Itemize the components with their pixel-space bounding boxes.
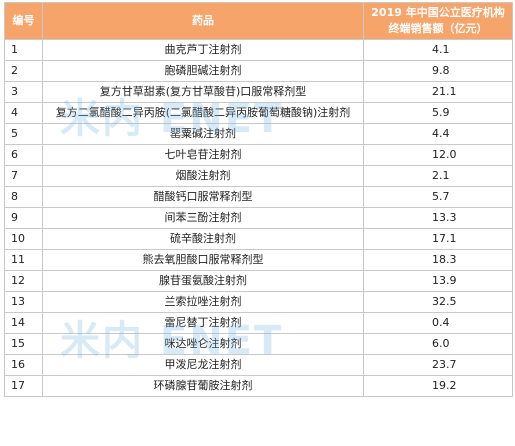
row-sales-value-cell: 12.0 [363, 144, 513, 166]
header-drug: 药品 [42, 2, 364, 40]
row-index-cell: 15 [4, 333, 43, 355]
row-drug-name-cell: 间苯三酚注射剂 [42, 207, 364, 229]
row-sales-value-cell: 17.1 [363, 228, 513, 250]
row-index-cell: 6 [4, 144, 43, 166]
row-sales-value-cell: 4.4 [363, 123, 513, 145]
row-index-cell: 1 [4, 39, 43, 61]
table-row: 6 七叶皂苷注射剂 12.0 [4, 144, 513, 166]
row-sales-value-cell: 9.8 [363, 60, 513, 82]
table-row: 9 间苯三酚注射剂 13.3 [4, 207, 513, 229]
table-row: 12 腺苷蛋氨酸注射剂 13.9 [4, 270, 513, 292]
row-drug-name-cell: 兰索拉唑注射剂 [42, 291, 364, 313]
row-index-cell: 3 [4, 81, 43, 103]
table-row: 8 醋酸钙口服常释剂型 5.7 [4, 186, 513, 208]
row-drug-name-cell: 复方甘草甜素(复方甘草酸苷)口服常释剂型 [42, 81, 364, 103]
row-index-cell: 17 [4, 375, 43, 397]
table-row: 11 熊去氧胆酸口服常释剂型 18.3 [4, 249, 513, 271]
row-sales-value-cell: 21.1 [363, 81, 513, 103]
row-drug-name-cell: 七叶皂苷注射剂 [42, 144, 364, 166]
row-index-cell: 7 [4, 165, 43, 187]
row-drug-name-cell: 熊去氧胆酸口服常释剂型 [42, 249, 364, 271]
row-sales-value-cell: 4.1 [363, 39, 513, 61]
row-index-cell: 16 [4, 354, 43, 376]
table-header-row: 编号 药品 2019 年中国公立医疗机构 终端销售额（亿元） [4, 2, 513, 40]
table-row: 7 烟酸注射剂 2.1 [4, 165, 513, 187]
table-row: 1 曲克芦丁注射剂 4.1 [4, 39, 513, 61]
table-row: 13 兰索拉唑注射剂 32.5 [4, 291, 513, 313]
row-drug-name-cell: 烟酸注射剂 [42, 165, 364, 187]
row-index-cell: 9 [4, 207, 43, 229]
row-drug-name-cell: 甲泼尼龙注射剂 [42, 354, 364, 376]
row-drug-name-cell: 醋酸钙口服常释剂型 [42, 186, 364, 208]
row-sales-value-cell: 0.4 [363, 312, 513, 334]
row-index-cell: 10 [4, 228, 43, 250]
row-sales-value-cell: 13.3 [363, 207, 513, 229]
row-drug-name-cell: 硫辛酸注射剂 [42, 228, 364, 250]
row-index-cell: 12 [4, 270, 43, 292]
row-sales-value-cell: 13.9 [363, 270, 513, 292]
row-drug-name-cell: 复方二氯醋酸二异丙胺(二氯醋酸二异丙胺葡萄糖酸钠)注射剂 [42, 102, 364, 124]
header-sales-line2: 终端销售额（亿元） [388, 22, 488, 35]
row-index-cell: 13 [4, 291, 43, 313]
row-sales-value-cell: 18.3 [363, 249, 513, 271]
header-index: 编号 [4, 2, 43, 40]
header-sales: 2019 年中国公立医疗机构 终端销售额（亿元） [363, 2, 513, 40]
drug-sales-table: 编号 药品 2019 年中国公立医疗机构 终端销售额（亿元） 1 曲克芦丁注射剂 4… [4, 2, 513, 397]
row-index-cell: 2 [4, 60, 43, 82]
sales-table-container: 编号 药品 2019 年中国公立医疗机构 终端销售额（亿元） 1 曲克芦丁注射剂 4… [4, 2, 513, 397]
row-index-cell: 5 [4, 123, 43, 145]
row-drug-name-cell: 咪达唑仑注射剂 [42, 333, 364, 355]
table-row: 14 雷尼替丁注射剂 0.4 [4, 312, 513, 334]
table-row: 17 环磷腺苷葡胺注射剂 19.2 [4, 375, 513, 397]
table-body: 1 曲克芦丁注射剂 4.1 2 胞磷胆碱注射剂 9.8 3 复方甘草甜素(复方甘草酸苷)口服常… [4, 39, 513, 397]
header-sales-line1: 2019 年中国公立医疗机构 [371, 6, 505, 19]
row-index-cell: 4 [4, 102, 43, 124]
row-index-cell: 14 [4, 312, 43, 334]
row-index-cell: 8 [4, 186, 43, 208]
table-row: 5 罂粟碱注射剂 4.4 [4, 123, 513, 145]
table-row: 2 胞磷胆碱注射剂 9.8 [4, 60, 513, 82]
row-sales-value-cell: 32.5 [363, 291, 513, 313]
row-drug-name-cell: 胞磷胆碱注射剂 [42, 60, 364, 82]
row-index-cell: 11 [4, 249, 43, 271]
row-drug-name-cell: 罂粟碱注射剂 [42, 123, 364, 145]
table-row: 4 复方二氯醋酸二异丙胺(二氯醋酸二异丙胺葡萄糖酸钠)注射剂 5.9 [4, 102, 513, 124]
row-sales-value-cell: 6.0 [363, 333, 513, 355]
table-row: 15 咪达唑仑注射剂 6.0 [4, 333, 513, 355]
row-sales-value-cell: 5.7 [363, 186, 513, 208]
row-drug-name-cell: 环磷腺苷葡胺注射剂 [42, 375, 364, 397]
row-drug-name-cell: 腺苷蛋氨酸注射剂 [42, 270, 364, 292]
row-sales-value-cell: 5.9 [363, 102, 513, 124]
row-sales-value-cell: 23.7 [363, 354, 513, 376]
row-drug-name-cell: 雷尼替丁注射剂 [42, 312, 364, 334]
row-drug-name-cell: 曲克芦丁注射剂 [42, 39, 364, 61]
table-row: 3 复方甘草甜素(复方甘草酸苷)口服常释剂型 21.1 [4, 81, 513, 103]
table-row: 16 甲泼尼龙注射剂 23.7 [4, 354, 513, 376]
row-sales-value-cell: 2.1 [363, 165, 513, 187]
row-sales-value-cell: 19.2 [363, 375, 513, 397]
table-row: 10 硫辛酸注射剂 17.1 [4, 228, 513, 250]
